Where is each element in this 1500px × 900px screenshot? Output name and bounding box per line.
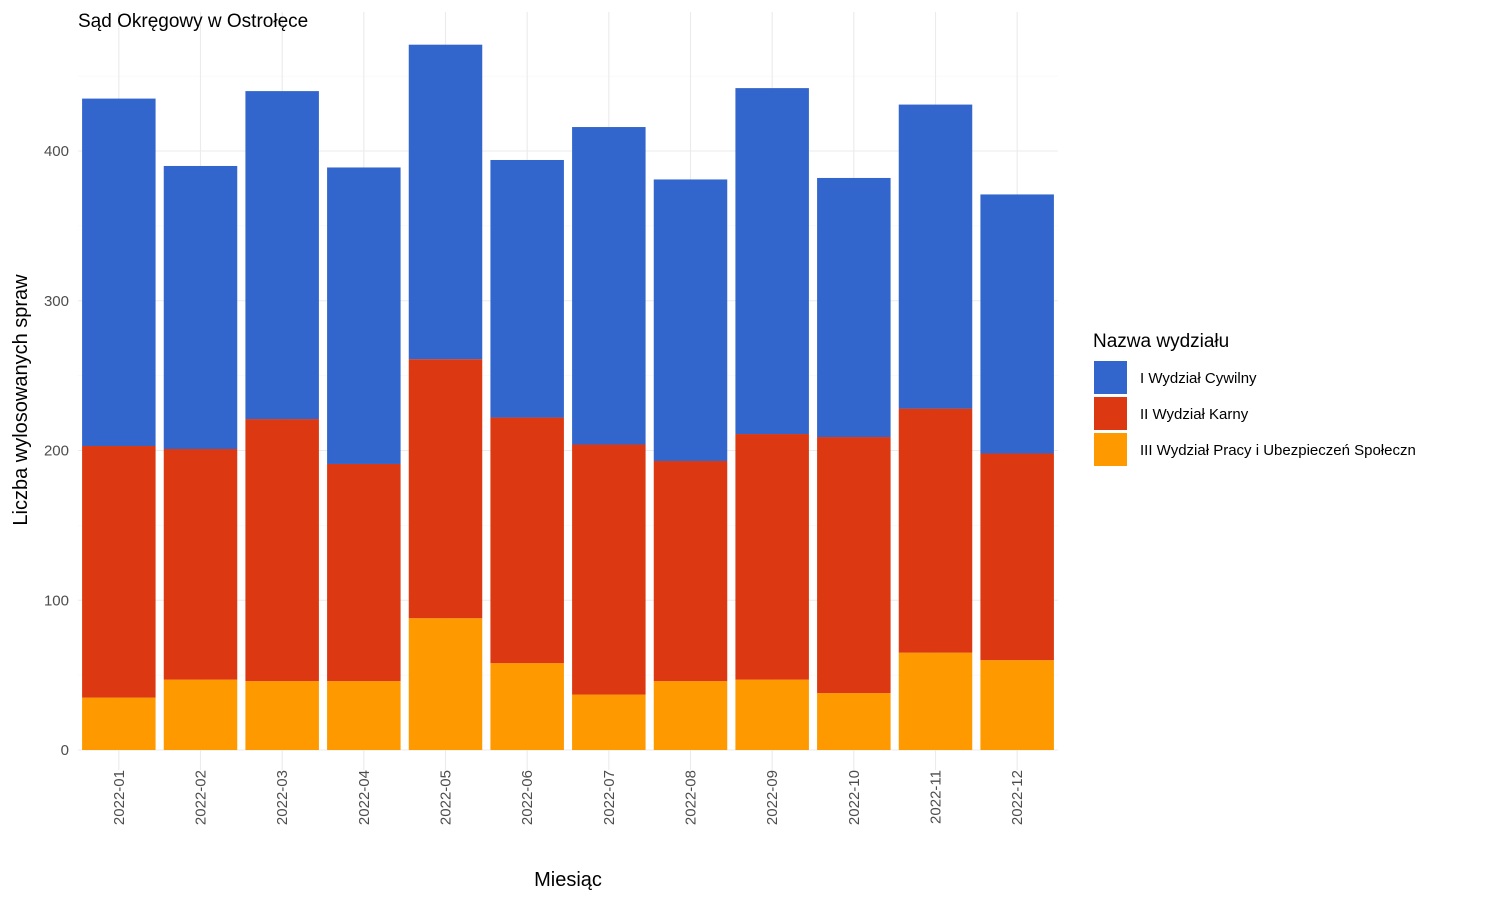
bar-segment [898, 408, 973, 653]
bar-segment [163, 165, 238, 450]
legend-label: I Wydział Cywilny [1140, 370, 1257, 387]
bar-segment [817, 177, 891, 438]
x-tick-label: 2022-08 [683, 770, 700, 825]
bar-segment [735, 88, 809, 435]
bar-segment [82, 446, 156, 698]
bar-segment [82, 98, 156, 447]
bar-segment [163, 679, 238, 750]
y-tick-label: 0 [61, 742, 69, 759]
bar-segment [245, 681, 319, 750]
bar-segment [653, 179, 728, 461]
bar-segment [898, 104, 973, 409]
bar-segment [735, 434, 809, 680]
x-tick-label: 2022-04 [356, 770, 373, 825]
bars [82, 44, 1054, 750]
legend-swatch [1094, 361, 1127, 394]
bar-segment [572, 444, 646, 695]
bar-segment [245, 419, 319, 682]
x-tick-label: 2022-05 [438, 770, 455, 825]
legend-label: III Wydział Pracy i Ubezpieczeń Społeczn [1140, 442, 1416, 459]
legend-swatch [1094, 433, 1127, 466]
bar-segment [572, 694, 646, 750]
legend-items: I Wydział Cywilny II Wydział Karny III Wyd… [1094, 361, 1416, 466]
y-tick-label: 300 [44, 293, 69, 310]
bar-segment [327, 463, 401, 682]
bar-segment [898, 652, 973, 750]
y-tick-label: 100 [44, 592, 69, 609]
x-tick-label: 2022-03 [274, 770, 291, 825]
bar-segment [82, 697, 156, 750]
bar-segment [735, 679, 809, 750]
y-axis-title: Liczba wylosowanych spraw [10, 274, 32, 526]
legend: Nazwa wydziału I Wydział Cywilny II Wydzi… [1093, 331, 1416, 466]
legend-title: Nazwa wydziału [1093, 331, 1229, 352]
legend-swatch [1094, 397, 1127, 430]
bar-segment [980, 453, 1054, 661]
bar-segment [653, 460, 728, 682]
bar-segment [653, 681, 728, 750]
x-tick-label: 2022-10 [846, 770, 863, 825]
bar-segment [490, 159, 564, 418]
bar-segment [490, 417, 564, 664]
x-tick-label: 2022-06 [519, 770, 536, 825]
x-tick-label: 2022-12 [1009, 770, 1026, 825]
bar-segment [245, 91, 319, 420]
chart-title: Sąd Okręgowy w Ostrołęce [78, 11, 308, 32]
x-tick-label: 2022-02 [193, 770, 210, 825]
bar-segment [980, 194, 1054, 454]
x-axis-title: Miesiąc [534, 869, 602, 891]
x-tick-label: 2022-11 [928, 770, 945, 824]
y-tick-label: 200 [44, 443, 69, 460]
bar-segment [408, 44, 483, 360]
y-axis-tick-labels: 0 100 200 300 400 [44, 143, 69, 759]
x-tick-label: 2022-07 [601, 770, 618, 825]
bar-segment [408, 359, 483, 619]
bar-segment [980, 660, 1054, 750]
bar-segment [327, 681, 401, 750]
bar-segment [572, 127, 646, 445]
x-tick-label: 2022-09 [764, 770, 781, 825]
bar-segment [817, 693, 891, 750]
bar-segment [163, 449, 238, 680]
x-tick-label: 2022-01 [111, 770, 128, 825]
bar-segment [490, 663, 564, 750]
x-axis-tick-labels: 2022-01 2022-02 2022-03 2022-04 2022-05 2022-… [111, 770, 1026, 825]
y-tick-label: 400 [44, 143, 69, 160]
bar-segment [817, 437, 891, 694]
legend-label: II Wydział Karny [1140, 406, 1249, 423]
bar-segment [327, 167, 401, 464]
bar-segment [408, 618, 483, 750]
